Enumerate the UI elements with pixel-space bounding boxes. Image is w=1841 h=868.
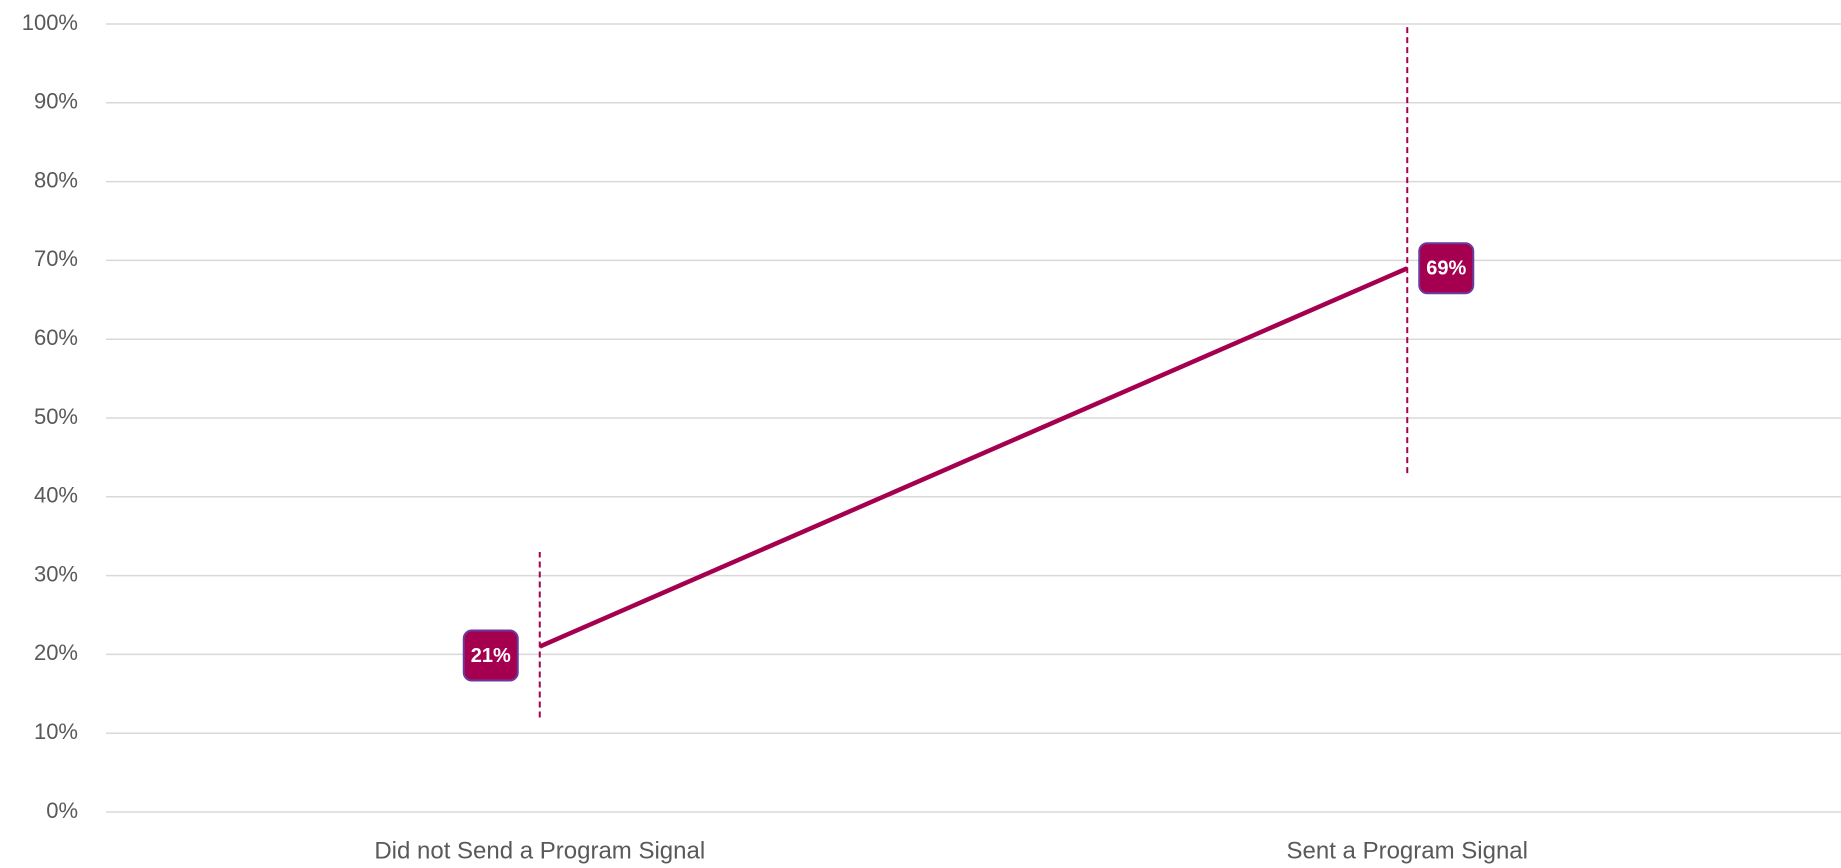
y-tick-label: 100% xyxy=(22,10,78,35)
line xyxy=(538,266,1409,649)
value-label: 21% xyxy=(471,645,511,667)
x-tick-label: Did not Send a Program Signal xyxy=(374,837,705,864)
y-tick-label: 20% xyxy=(34,640,78,665)
y-tick-label: 80% xyxy=(34,167,78,192)
y-tick-label: 50% xyxy=(34,404,78,429)
y-tick-label: 90% xyxy=(34,89,78,114)
value-label-box xyxy=(462,629,519,682)
y-tick-label: 30% xyxy=(34,561,78,586)
value-label: 69% xyxy=(1426,258,1466,280)
value-label-box xyxy=(1418,242,1475,295)
y-tick-label: 60% xyxy=(34,325,78,350)
y-tick-label: 70% xyxy=(34,246,78,271)
y-tick-label: 10% xyxy=(34,719,78,744)
x-tick-label: Sent a Program Signal xyxy=(1287,837,1528,864)
y-tick-label: 0% xyxy=(46,798,78,823)
y-tick-label: 40% xyxy=(34,483,78,508)
